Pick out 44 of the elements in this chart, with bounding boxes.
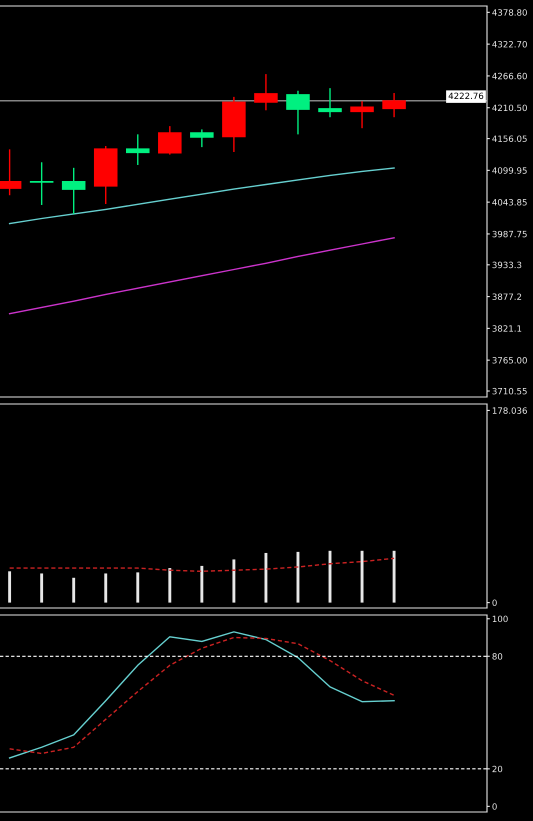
y-tick-label: 3877.2 — [492, 293, 522, 300]
bar — [40, 573, 44, 603]
y-tick-label: 178.036 — [492, 407, 527, 414]
candlestick — [254, 74, 278, 110]
candlestick — [350, 101, 374, 128]
bar — [264, 552, 268, 603]
y-tick-label: 4099.95 — [492, 167, 527, 174]
bar — [8, 571, 12, 603]
ref-line-label: 4222.76 — [448, 92, 484, 100]
y-tick-label: 4378.80 — [492, 9, 527, 16]
y-tick-label: 20 — [492, 766, 502, 772]
y-tick-label: 4156.05 — [492, 135, 527, 142]
y-tick-label: 3710.55 — [492, 388, 527, 394]
candlestick — [158, 126, 182, 155]
candlestick — [382, 93, 406, 118]
y-tick-label: 3933.3 — [492, 262, 522, 268]
line-series — [8, 167, 395, 224]
y-tick-label: 3765.00 — [492, 357, 527, 364]
y-tick-label: 0 — [492, 599, 497, 606]
bar — [296, 552, 300, 603]
bar — [360, 550, 364, 603]
y-tick-label: 80 — [492, 653, 502, 660]
line-series — [8, 237, 395, 314]
y-tick-label: 4266.60 — [492, 72, 527, 80]
bar — [168, 568, 172, 603]
bar — [328, 550, 332, 603]
bar — [200, 566, 204, 603]
y-tick-label: 4043.85 — [492, 199, 527, 206]
y-tick-label: 4322.70 — [492, 41, 527, 48]
y-tick-label: 100 — [492, 616, 508, 622]
bar — [232, 559, 236, 603]
bar — [392, 550, 396, 603]
candlestick — [318, 88, 342, 118]
candlestick — [126, 134, 150, 165]
candlestick — [30, 162, 54, 205]
candlestick — [190, 129, 214, 148]
y-tick-label: 3821.1 — [492, 325, 522, 332]
candlestick — [286, 90, 310, 134]
y-tick-label: 0 — [492, 803, 497, 810]
y-tick-label: 3987.75 — [492, 230, 527, 238]
y-tick-label: 4210.50 — [492, 104, 527, 112]
candlestick — [62, 168, 86, 214]
bar — [72, 578, 76, 603]
line-series — [8, 558, 395, 572]
